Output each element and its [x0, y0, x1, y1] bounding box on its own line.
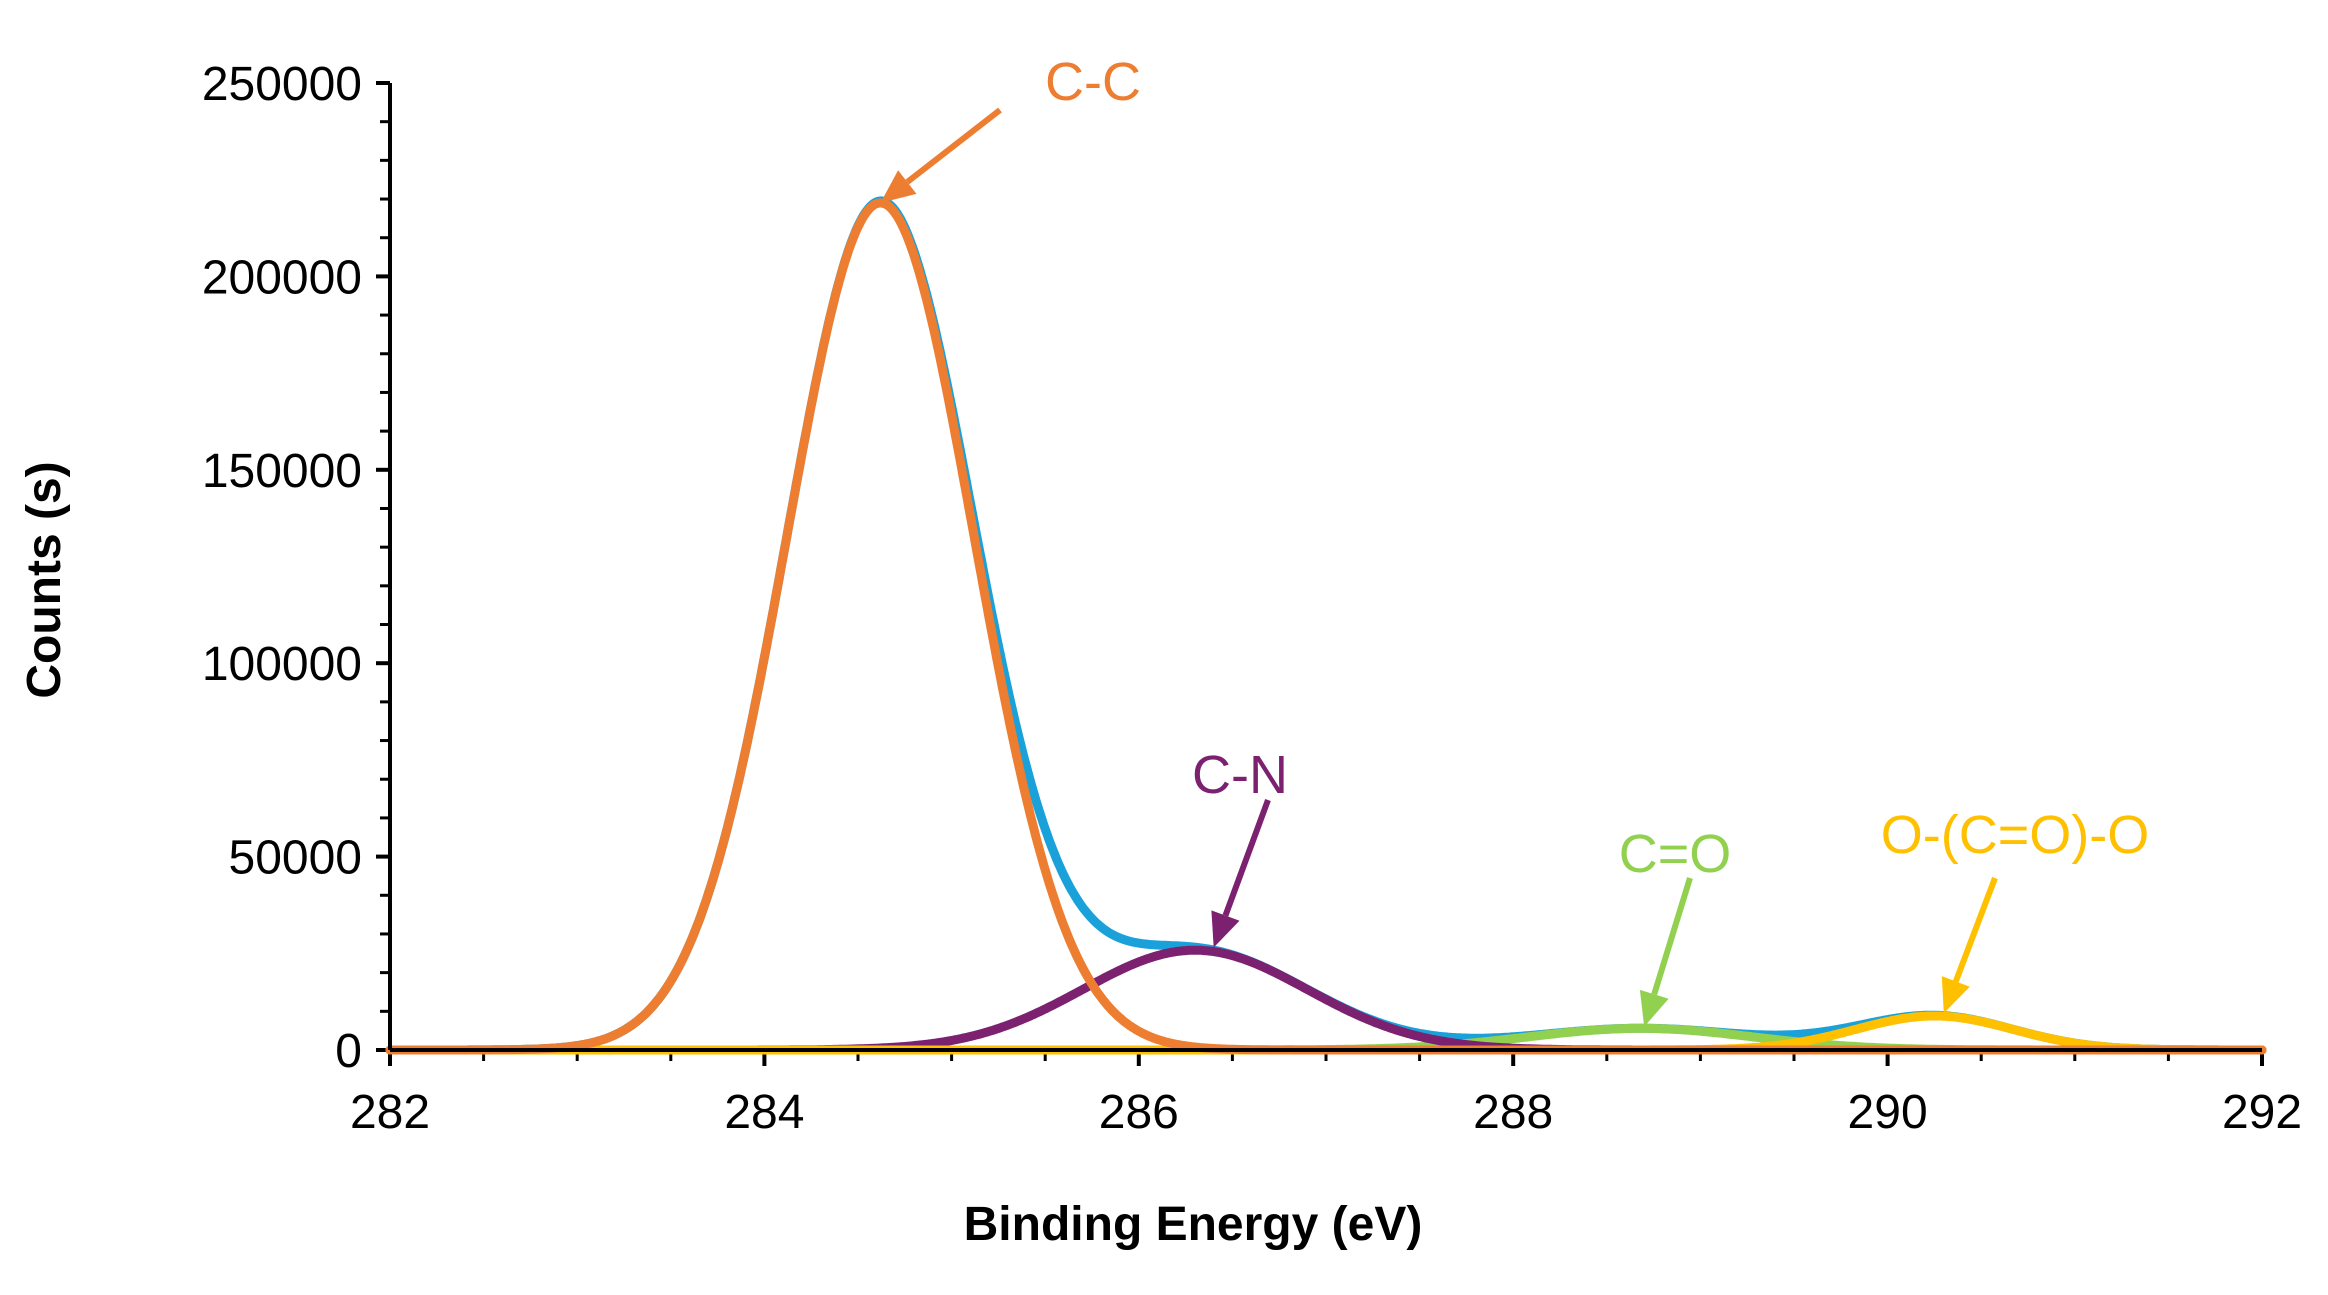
x-tick-label: 286: [1099, 1086, 1179, 1139]
annotation-arrowhead-c-c: [880, 170, 917, 203]
curve-c-n: [385, 945, 2267, 1055]
annotation-arrowhead-o-c-o-o: [1941, 976, 1970, 1014]
y-axis-ticks: 0 50000 100000 150000 200000 250000: [202, 58, 390, 1078]
x-tick-label: 284: [724, 1086, 804, 1139]
x-tick-label: 290: [1848, 1086, 1928, 1139]
annotation-label-c-c: C-C: [1045, 52, 1141, 112]
annotation-arrow-o-c-o-o: [1952, 876, 1998, 983]
annotation-arrow-c-o: [1651, 877, 1693, 996]
x-axis-title: Binding Energy (eV): [964, 1198, 1423, 1251]
x-tick-label: 288: [1473, 1086, 1553, 1139]
annotation-label-o-c-o-o: O-(C=O)-O: [1881, 805, 2149, 865]
curve-o-c-o-o: [385, 1011, 2267, 1055]
y-tick-label: 150000: [202, 445, 362, 498]
y-tick-label: 200000: [202, 251, 362, 304]
y-tick-label: 0: [335, 1025, 362, 1078]
x-tick-label: 282: [350, 1086, 430, 1139]
axes: [388, 83, 2262, 1052]
annotation-arrow-c-c: [905, 107, 1002, 185]
y-tick-label: 50000: [229, 832, 362, 885]
x-axis-ticks: 282 284 286 288 290 292: [350, 1050, 2302, 1139]
y-tick-label: 250000: [202, 58, 362, 111]
annotations: C-C C-N C=O O-(C=O)-O: [880, 52, 2149, 1027]
annotation-arrowhead-c-o: [1639, 989, 1669, 1027]
annotation-arrowhead-c-n: [1211, 910, 1240, 948]
annotation-label-c-n: C-N: [1192, 745, 1288, 805]
annotation-label-c-o: C=O: [1619, 824, 1732, 884]
curve-c-c: [385, 198, 2267, 1055]
annotation-arrow-c-n: [1222, 798, 1271, 917]
x-tick-label: 292: [2222, 1086, 2302, 1139]
y-tick-label: 100000: [202, 638, 362, 691]
y-axis-title: Counts (s): [18, 461, 71, 698]
